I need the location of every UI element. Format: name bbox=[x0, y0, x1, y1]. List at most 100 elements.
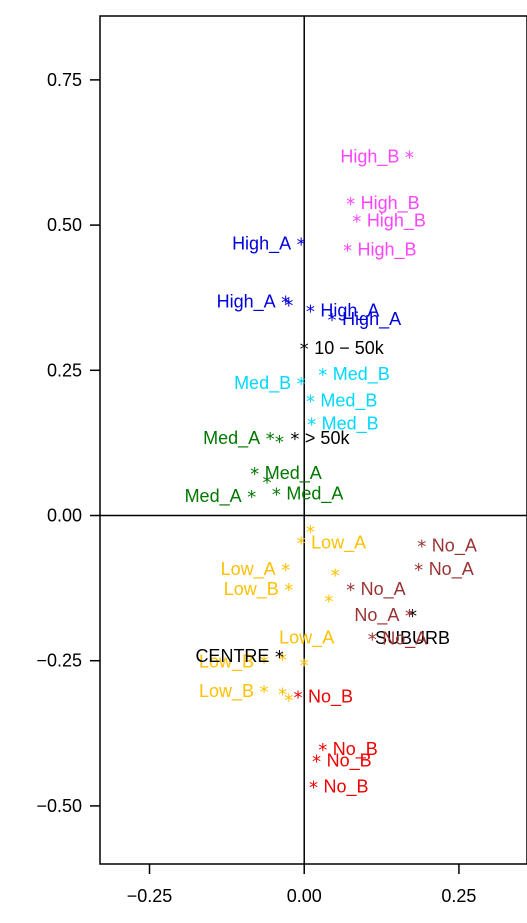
data-point: *Low_B bbox=[224, 579, 294, 601]
point-label: Med_B bbox=[320, 390, 377, 411]
point-label: Med_B bbox=[322, 414, 379, 435]
y-tick-label: 0.25 bbox=[47, 360, 82, 380]
point-marker: * bbox=[296, 374, 307, 395]
point-label: Med_B bbox=[234, 373, 291, 394]
data-point: *Low_B bbox=[199, 681, 269, 703]
point-marker: * bbox=[283, 296, 294, 317]
point-label: CENTRE bbox=[195, 646, 269, 666]
point-label: High_A bbox=[217, 292, 276, 313]
point-marker: * bbox=[306, 415, 317, 436]
y-tick-label: 0.75 bbox=[47, 70, 82, 90]
point-marker: * bbox=[262, 473, 273, 494]
point-marker: * bbox=[311, 751, 322, 772]
point-label: Low_A bbox=[221, 559, 276, 580]
data-point: * bbox=[277, 650, 288, 671]
data-point: *Low_A bbox=[330, 566, 341, 587]
point-marker: * bbox=[330, 566, 341, 587]
point-marker: * bbox=[404, 147, 415, 168]
point-marker: * bbox=[345, 580, 356, 601]
data-point: * No_B bbox=[317, 739, 377, 761]
data-point: *SUBURB bbox=[375, 606, 450, 648]
point-marker: * bbox=[277, 685, 288, 706]
point-label: No_B bbox=[333, 739, 378, 760]
point-marker: * bbox=[299, 656, 310, 677]
data-point: *Med_A bbox=[271, 483, 343, 505]
point-label: No_A bbox=[354, 605, 399, 626]
data-point: *High_B bbox=[351, 210, 425, 232]
y-tick-label: 0.00 bbox=[47, 506, 82, 526]
plot-frame bbox=[99, 15, 527, 865]
point-label: Low_A bbox=[279, 628, 334, 649]
data-point: *Med_A bbox=[185, 486, 257, 508]
point-marker: * bbox=[317, 365, 328, 386]
point-label: No_A bbox=[382, 628, 427, 649]
data-point: *Med_B bbox=[317, 364, 389, 386]
point-marker: * bbox=[327, 310, 338, 331]
point-label: No_B bbox=[324, 777, 369, 798]
data-point: *Med_A bbox=[249, 463, 321, 485]
point-marker: * bbox=[305, 391, 316, 412]
point-marker: * bbox=[280, 560, 291, 581]
x-tick-label: −0.25 bbox=[127, 886, 173, 906]
data-point: *Med_B bbox=[306, 414, 378, 436]
point-label: No_A bbox=[361, 579, 406, 600]
point-marker: * bbox=[293, 688, 304, 709]
point-label: High_A bbox=[320, 300, 379, 321]
point-marker: * bbox=[305, 301, 316, 322]
data-point: *Med_A bbox=[203, 428, 275, 450]
point-marker: * bbox=[246, 487, 257, 508]
point-marker: * bbox=[345, 194, 356, 215]
data-point: * No_B bbox=[308, 777, 368, 799]
data-point: *Med_B bbox=[305, 390, 377, 412]
point-label: > 50k bbox=[305, 428, 351, 448]
point-label: High_A bbox=[232, 234, 291, 255]
point-marker: * bbox=[308, 778, 319, 799]
point-label: Med_A bbox=[185, 486, 242, 507]
point-marker: * bbox=[404, 606, 415, 627]
point-marker: * bbox=[280, 293, 291, 314]
point-label: Low_A bbox=[311, 533, 366, 554]
x-tick-label: 0.25 bbox=[441, 886, 476, 906]
data-point: *Med_B bbox=[234, 373, 306, 395]
point-marker: * bbox=[317, 740, 328, 761]
point-label: Med_B bbox=[333, 364, 390, 385]
data-point: *High_B bbox=[345, 193, 419, 215]
point-marker: * bbox=[249, 464, 260, 485]
point-marker: * bbox=[283, 580, 294, 601]
x-tick-label: 0.00 bbox=[287, 886, 322, 906]
point-marker: * bbox=[367, 629, 378, 650]
data-point: *No_A bbox=[416, 536, 476, 558]
data-point: *No_A bbox=[413, 559, 473, 581]
data-point: *High_A bbox=[232, 234, 306, 256]
point-marker: * bbox=[416, 537, 427, 558]
data-point: * > 50k bbox=[290, 428, 351, 450]
point-label: High_B bbox=[367, 210, 426, 231]
point-marker: * bbox=[259, 653, 270, 674]
point-label: Med_A bbox=[286, 483, 343, 504]
point-marker: * bbox=[290, 429, 301, 450]
data-point: * High_A bbox=[217, 292, 291, 314]
point-marker: * bbox=[351, 211, 362, 232]
point-label: High_A bbox=[342, 309, 401, 330]
point-label: Low_B bbox=[199, 652, 254, 673]
data-point: *High_B bbox=[340, 146, 414, 168]
point-marker: * bbox=[274, 647, 285, 668]
point-marker: * bbox=[296, 534, 307, 555]
x-axis: −0.25 0.00 0.25 bbox=[127, 864, 476, 906]
point-marker: * bbox=[305, 522, 316, 543]
data-point: *High_A bbox=[327, 309, 401, 331]
data-point: *No_A bbox=[367, 628, 427, 650]
point-label: Low_B bbox=[224, 579, 279, 600]
point-label: SUBURB bbox=[375, 628, 450, 648]
point-marker: * bbox=[342, 240, 353, 261]
data-point: * bbox=[283, 690, 294, 711]
data-point: * 10 − 50k bbox=[299, 338, 385, 360]
point-marker: * bbox=[259, 682, 270, 703]
data-point: * bbox=[305, 522, 316, 543]
point-marker: * bbox=[265, 429, 276, 450]
point-marker: * bbox=[299, 339, 310, 360]
point-label: No_A bbox=[432, 536, 477, 557]
data-point: *No_A bbox=[345, 579, 405, 601]
point-label: No_B bbox=[308, 687, 353, 708]
